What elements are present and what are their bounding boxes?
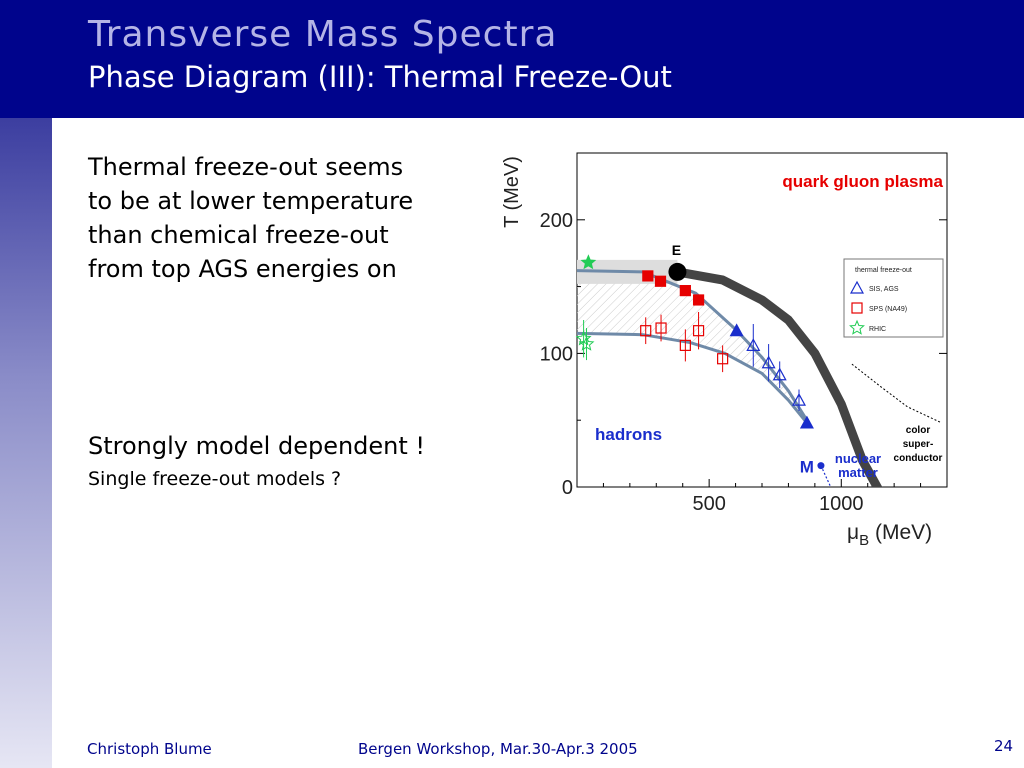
footer-event: Bergen Workshop, Mar.30-Apr.3 2005	[358, 740, 638, 758]
body-line: Thermal freeze-out seems	[88, 153, 404, 181]
freezeout-hatched-region	[577, 270, 807, 423]
qgp-label: quark gluon plasma	[782, 172, 943, 191]
body-line: than chemical freeze-out	[88, 221, 389, 249]
body-line: to be at lower temperature	[88, 187, 414, 215]
x-axis-label-part: (MeV)	[869, 521, 932, 544]
nuclear-matter-label: nuclear	[835, 451, 881, 466]
color-superconductor-boundary	[851, 363, 942, 424]
note-sub: Single freeze-out models ?	[88, 468, 342, 490]
data-point	[679, 339, 691, 351]
footer-author: Christoph Blume	[87, 740, 212, 758]
legend-entry: RHIC	[869, 326, 886, 333]
data-point	[746, 338, 761, 351]
data-point	[791, 392, 807, 406]
phase-diagram-chart: 0 100 200 500 1000 T (MeV) μB (MeV) quark gluon…	[501, 152, 948, 549]
data-point	[772, 367, 787, 381]
hadrons-label: hadrons	[595, 425, 662, 444]
x-tick-label: 500	[692, 493, 725, 515]
data-point	[692, 325, 705, 337]
data-point	[717, 353, 729, 365]
critical-point-marker	[668, 262, 687, 281]
color-superconductor-label: color	[906, 425, 931, 436]
data-point	[655, 322, 667, 334]
nuclear-matter-label: matter	[838, 465, 878, 480]
legend-marker	[849, 319, 865, 335]
data-point	[642, 270, 654, 282]
legend-title: thermal freeze-out	[855, 267, 912, 274]
data-point	[692, 294, 705, 306]
slide-subtitle: Phase Diagram (III): Thermal Freeze-Out	[88, 60, 672, 94]
x-axis-label-part: B	[859, 532, 869, 549]
data-point	[654, 275, 667, 287]
legend-entry: SIS, AGS	[869, 286, 899, 293]
x-axis-label: μB (MeV)	[847, 521, 932, 549]
data-point	[679, 285, 691, 297]
data-point	[580, 254, 597, 270]
slide-title: Transverse Mass Spectra	[88, 14, 558, 55]
x-tick-label: 1000	[819, 493, 864, 515]
ground-state-label: M	[800, 458, 814, 477]
data-point	[799, 415, 814, 429]
body-line: from top AGS energies on	[88, 255, 397, 283]
slide-header: Transverse Mass Spectra Phase Diagram (I…	[0, 0, 1024, 118]
sidebar-gradient	[0, 118, 52, 768]
legend-marker	[851, 302, 863, 314]
body-text: Thermal freeze-out seems to be at lower …	[88, 150, 478, 286]
note-main: Strongly model dependent !	[88, 432, 426, 460]
x-axis-label-part: μ	[847, 521, 859, 544]
data-point	[761, 355, 776, 369]
ground-state-marker	[817, 462, 825, 470]
phase-diagram-figure: 0 100 200 500 1000 T (MeV) μB (MeV) quark gluon…	[490, 145, 960, 555]
legend-box	[843, 258, 944, 338]
color-superconductor-label: super-	[903, 439, 934, 450]
page-number: 24	[994, 737, 1014, 755]
legend-marker	[849, 280, 865, 294]
color-superconductor-label: conductor	[894, 453, 943, 464]
phase-boundary-band	[676, 267, 883, 487]
y-tick-label: 0	[562, 477, 573, 499]
data-point	[578, 335, 595, 351]
legend-entry: SPS (NA49)	[869, 306, 907, 313]
data-point	[640, 325, 652, 337]
critical-point-label: E	[672, 242, 681, 258]
y-tick-label: 200	[540, 210, 573, 232]
y-tick-label: 100	[540, 343, 573, 365]
y-axis-label: T (MeV)	[501, 156, 523, 228]
data-point	[729, 323, 744, 337]
